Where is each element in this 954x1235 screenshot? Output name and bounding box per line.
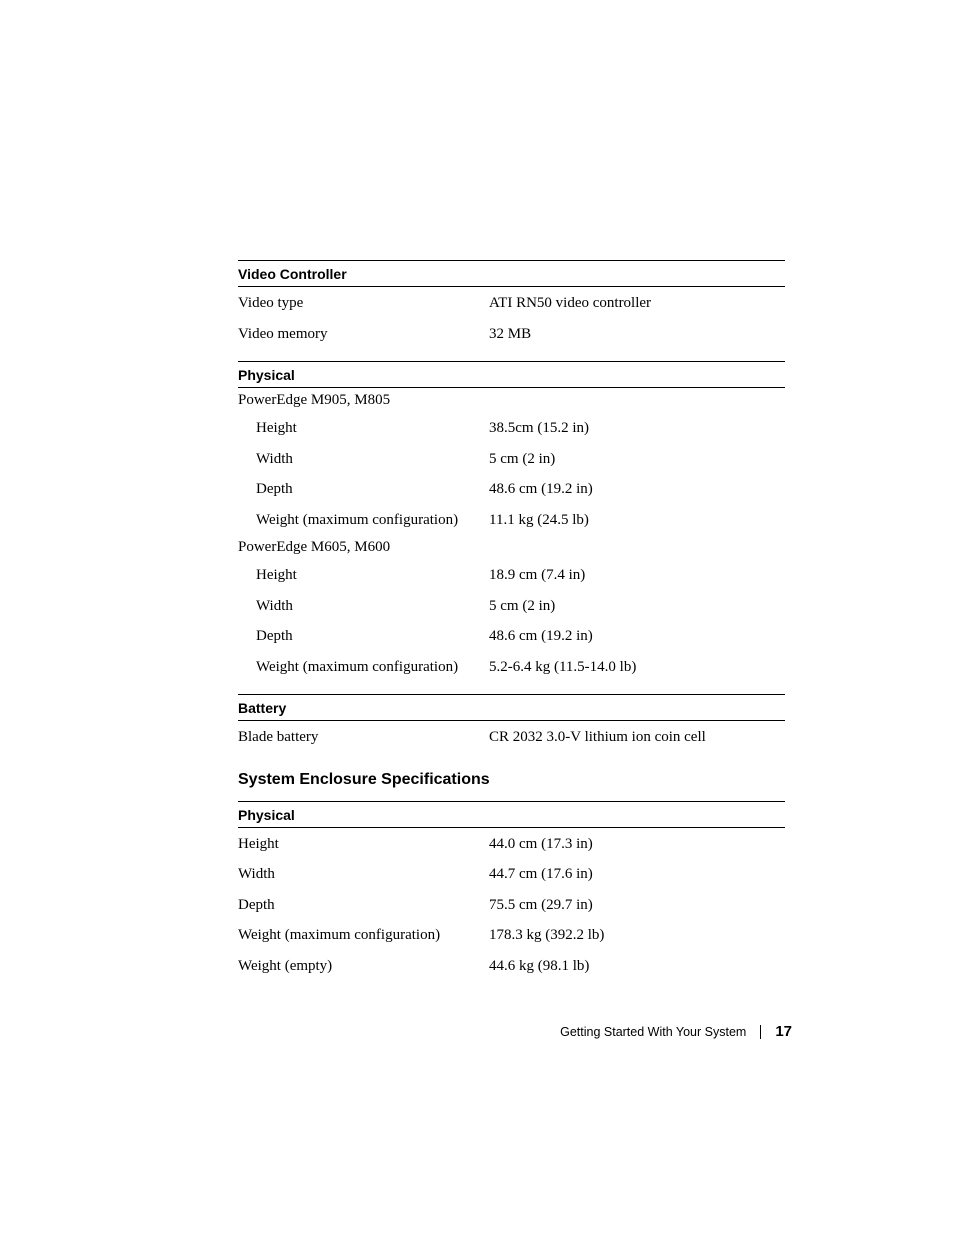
spec-label: Height (238, 564, 489, 587)
footer-page-number: 17 (775, 1023, 792, 1040)
spec-value: 18.9 cm (7.4 in) (489, 564, 785, 587)
spec-row: Depth 48.6 cm (19.2 in) (238, 474, 785, 505)
group-label: PowerEdge M905, M805 (238, 388, 785, 413)
spec-label: Weight (maximum configuration) (238, 924, 489, 947)
spec-row: Height 38.5cm (15.2 in) (238, 413, 785, 444)
spec-label: Blade battery (238, 726, 489, 749)
spec-value: 44.7 cm (17.6 in) (489, 863, 785, 886)
section-header-video: Video Controller (238, 260, 785, 287)
spec-value: 38.5cm (15.2 in) (489, 417, 785, 440)
section-title-enclosure: System Enclosure Specifications (238, 771, 785, 789)
spec-value: 75.5 cm (29.7 in) (489, 894, 785, 917)
spec-value: 44.0 cm (17.3 in) (489, 833, 785, 856)
spec-row: Depth 75.5 cm (29.7 in) (238, 890, 785, 921)
physical-section-2: Physical Height 44.0 cm (17.3 in) Width … (238, 801, 785, 982)
spec-value: 5.2-6.4 kg (11.5-14.0 lb) (489, 656, 785, 679)
spec-label: Video type (238, 292, 489, 315)
spec-label: Width (238, 863, 489, 886)
spec-value: 48.6 cm (19.2 in) (489, 625, 785, 648)
spec-row: Width 5 cm (2 in) (238, 591, 785, 622)
spec-value: 44.6 kg (98.1 lb) (489, 955, 785, 978)
spec-value: 5 cm (2 in) (489, 448, 785, 471)
spec-label: Depth (238, 625, 489, 648)
spec-row: Video memory 32 MB (238, 319, 785, 350)
spec-row: Weight (empty) 44.6 kg (98.1 lb) (238, 951, 785, 982)
spec-label: Weight (empty) (238, 955, 489, 978)
spec-row: Video type ATI RN50 video controller (238, 287, 785, 319)
spec-value: 11.1 kg (24.5 lb) (489, 509, 785, 532)
spec-row: Width 44.7 cm (17.6 in) (238, 859, 785, 890)
spec-value: 178.3 kg (392.2 lb) (489, 924, 785, 947)
spec-row: Height 18.9 cm (7.4 in) (238, 560, 785, 591)
footer-divider (760, 1025, 761, 1039)
video-controller-section: Video Controller Video type ATI RN50 vid… (238, 260, 785, 349)
spec-label: Weight (maximum configuration) (238, 509, 489, 532)
page-content: Video Controller Video type ATI RN50 vid… (238, 260, 785, 981)
footer-text: Getting Started With Your System (560, 1025, 746, 1039)
spec-row: Depth 48.6 cm (19.2 in) (238, 621, 785, 652)
spec-label: Weight (maximum configuration) (238, 656, 489, 679)
spec-value: 5 cm (2 in) (489, 595, 785, 618)
spec-value: ATI RN50 video controller (489, 292, 785, 315)
spec-label: Height (238, 417, 489, 440)
physical-section-1: Physical PowerEdge M905, M805 Height 38.… (238, 361, 785, 682)
spec-row: Weight (maximum configuration) 11.1 kg (… (238, 505, 785, 536)
spec-label: Width (238, 595, 489, 618)
spec-row: Blade battery CR 2032 3.0-V lithium ion … (238, 721, 785, 753)
spec-row: Weight (maximum configuration) 5.2-6.4 k… (238, 652, 785, 683)
battery-section: Battery Blade battery CR 2032 3.0-V lith… (238, 694, 785, 753)
spec-label: Height (238, 833, 489, 856)
section-header-physical-2: Physical (238, 801, 785, 828)
spec-label: Depth (238, 478, 489, 501)
section-header-battery: Battery (238, 694, 785, 721)
spec-row: Width 5 cm (2 in) (238, 444, 785, 475)
spec-label: Width (238, 448, 489, 471)
spec-label: Video memory (238, 323, 489, 346)
spec-value: CR 2032 3.0-V lithium ion coin cell (489, 726, 785, 749)
group-label: PowerEdge M605, M600 (238, 535, 785, 560)
spec-value: 32 MB (489, 323, 785, 346)
spec-value: 48.6 cm (19.2 in) (489, 478, 785, 501)
spec-row: Height 44.0 cm (17.3 in) (238, 828, 785, 860)
page-footer: Getting Started With Your System 17 (560, 1023, 792, 1040)
section-header-physical: Physical (238, 361, 785, 388)
spec-label: Depth (238, 894, 489, 917)
spec-row: Weight (maximum configuration) 178.3 kg … (238, 920, 785, 951)
